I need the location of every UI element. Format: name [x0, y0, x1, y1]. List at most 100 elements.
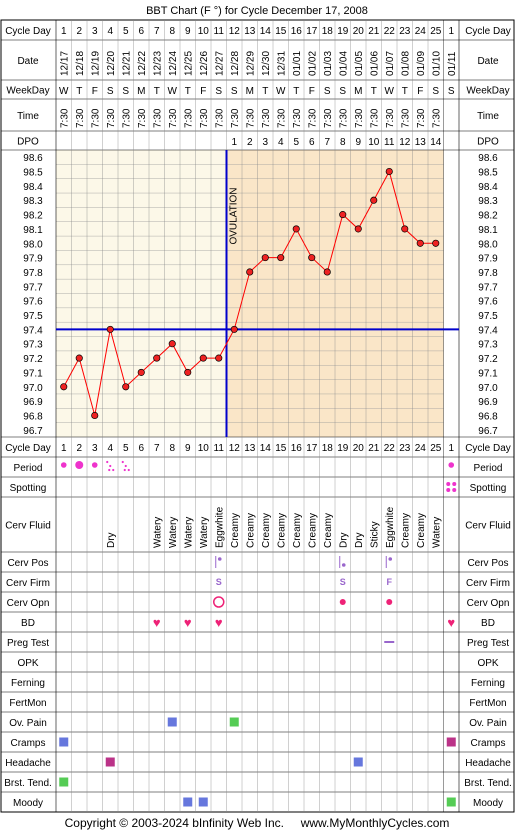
label-right-cramps: Cramps [470, 738, 505, 749]
temperature-point [339, 211, 347, 219]
y-tick-left: 98.2 [23, 211, 43, 222]
date-cell: 01/09 [416, 51, 427, 76]
time-cell: 7:30 [245, 108, 256, 128]
cycle-day-header: 16 [291, 26, 303, 37]
cycle-day-header: 9 [185, 26, 191, 37]
bd-heart: ♥ [447, 615, 455, 630]
y-tick-left: 97.4 [23, 325, 43, 336]
chart-title: BBT Chart (F °) for Cycle December 17, 2… [146, 5, 368, 17]
cerv-fluid-cell: Watery [183, 517, 194, 548]
period-spotting-dot [121, 460, 124, 464]
dpo-cell: 7 [324, 137, 330, 148]
label-left-cycle_day: Cycle Day [5, 26, 51, 37]
time-cell: 7:30 [168, 108, 179, 128]
y-tick-right: 97.8 [478, 268, 498, 279]
period-dot [91, 462, 98, 468]
label-left-time: Time [17, 111, 39, 122]
cycle-day-header: 24 [415, 26, 427, 37]
y-tick-left: 98.0 [23, 239, 43, 250]
cycle-day-footer: 12 [229, 443, 241, 454]
label-left-weekday: WeekDay [6, 86, 49, 97]
label-left-dpo: DPO [17, 137, 39, 148]
cycle-day-header: 15 [275, 26, 287, 37]
weekday-cell: T [402, 86, 408, 97]
cerv-fluid-cell: Creamy [276, 513, 287, 548]
moody-square [183, 797, 193, 807]
cycle-day-footer: 23 [399, 443, 411, 454]
cycle-day-header: 13 [244, 26, 256, 37]
temperature-point [308, 254, 316, 262]
period-spotting-dot [106, 460, 109, 464]
label-right-cerv_pos: Cerv Pos [467, 558, 508, 569]
cerv-fluid-cell: Creamy [245, 513, 256, 548]
y-tick-right: 97.5 [478, 311, 498, 322]
y-tick-left: 97.1 [23, 368, 43, 379]
label-left-preg_test: Preg Test [7, 638, 49, 649]
weekday-cell: S [215, 86, 222, 97]
label-left-opk: OPK [17, 658, 38, 669]
date-cell: 12/20 [106, 51, 117, 76]
label-left-date: Date [17, 56, 39, 67]
temperature-point [277, 254, 285, 262]
weekday-cell: S [432, 86, 439, 97]
date-cell: 12/30 [261, 51, 272, 76]
cerv-pos-dot [341, 563, 346, 567]
weekday-cell: F [200, 86, 206, 97]
cycle-day-header: 14 [260, 26, 272, 37]
time-cell: 7:30 [106, 108, 117, 128]
y-tick-right: 98.6 [478, 153, 498, 164]
temperature-point [184, 368, 192, 376]
y-tick-left: 97.0 [23, 383, 43, 394]
ov-pain-square [167, 717, 177, 727]
label-right-preg_test: Preg Test [467, 638, 509, 649]
label-right-ferning: Ferning [471, 678, 505, 689]
cerv-fluid-cell: Creamy [416, 513, 427, 548]
time-cell: 7:30 [276, 108, 287, 128]
spotting-dot [446, 488, 451, 492]
cerv-fluid-cell: Dry [354, 532, 365, 548]
period-spotting-dot [108, 468, 111, 472]
temperature-point [385, 167, 393, 176]
y-tick-right: 98.4 [478, 182, 498, 193]
cycle-day-header: 10 [198, 26, 210, 37]
y-tick-left: 98.4 [23, 182, 43, 193]
date-cell: 01/03 [323, 51, 334, 76]
cycle-day-footer: 2 [76, 443, 82, 454]
label-left-moody: Moody [13, 798, 43, 809]
cycle-day-footer: 4 [107, 443, 113, 454]
cycle-day-footer: 20 [353, 443, 365, 454]
weekday-cell: S [231, 86, 238, 97]
dpo-cell: 9 [355, 137, 361, 148]
label-right-weekday: WeekDay [466, 86, 509, 97]
cycle-day-header: 8 [169, 26, 175, 37]
cycle-day-header: 20 [353, 26, 365, 37]
y-tick-right: 97.1 [478, 368, 498, 379]
temperature-point [246, 268, 254, 276]
y-tick-right: 98.5 [478, 168, 498, 179]
cycle-day-footer: 1 [448, 443, 454, 454]
time-cell: 7:30 [385, 108, 396, 128]
label-right-fertmon: FertMon [469, 698, 506, 709]
dpo-cell: 4 [278, 137, 284, 148]
label-left-fertmon: FertMon [9, 698, 46, 709]
bd-heart: ♥ [184, 615, 192, 630]
date-cell: 01/08 [400, 51, 411, 76]
temperature-point [354, 225, 362, 233]
cerv-fluid-cell: Eggwhite [385, 506, 396, 548]
period-spotting-dot [109, 464, 112, 468]
time-cell: 7:30 [369, 108, 380, 128]
date-cell: 01/05 [354, 51, 365, 76]
y-tick-right: 97.0 [478, 383, 498, 394]
y-tick-left: 96.9 [23, 397, 43, 408]
temperature-point [199, 354, 207, 362]
date-cell: 12/28 [230, 51, 241, 76]
period-spotting-dot [127, 468, 130, 472]
weekday-cell: S [324, 86, 331, 97]
dpo-cell: 10 [368, 137, 380, 148]
dpo-cell: 5 [293, 137, 299, 148]
y-tick-right: 98.1 [478, 225, 498, 236]
label-right-opk: OPK [477, 658, 498, 669]
weekday-cell: T [293, 86, 299, 97]
temperature-point [60, 383, 68, 391]
label-left-brst_tend: Brst. Tend. [4, 778, 52, 789]
